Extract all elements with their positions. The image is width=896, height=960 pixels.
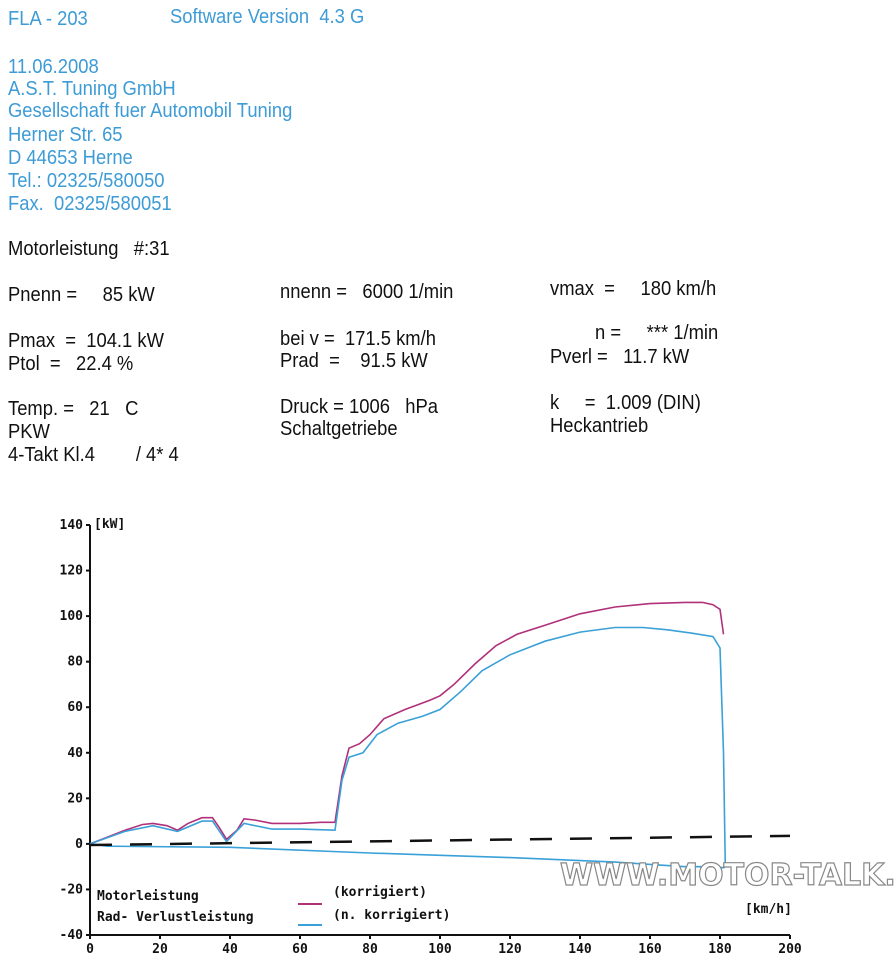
k-factor: k = 1.009 (DIN) — [550, 392, 701, 414]
y-tick-label: 140 — [60, 518, 84, 533]
series-korrigiert — [89, 601, 725, 845]
y-tick-label: 100 — [60, 609, 84, 624]
x-tick-label: 180 — [708, 942, 732, 957]
x-tick-label: 0 — [86, 942, 94, 957]
tel: Tel.: 02325/580050 — [8, 170, 165, 192]
n-value: n = *** 1/min — [595, 322, 719, 344]
x-tick-label: 200 — [778, 942, 802, 957]
temp: Temp. = 21 C — [8, 398, 139, 420]
watermark: WWW.MOTOR-TALK.de — [560, 858, 896, 893]
vmax: vmax = 180 km/h — [550, 278, 717, 300]
bei-v: bei v = 171.5 km/h — [280, 328, 436, 350]
street: Herner Str. 65 — [8, 124, 123, 146]
y-tick-label: 80 — [67, 655, 83, 670]
device-id: FLA - 203 — [8, 8, 88, 30]
city: D 44653 Herne — [8, 147, 133, 169]
x-tick-label: 60 — [292, 942, 308, 957]
x-tick-label: 80 — [362, 942, 378, 957]
pnenn: Pnenn = 85 kW — [8, 284, 155, 306]
prad: Prad = 91.5 kW — [280, 350, 428, 372]
motor: 4-Takt Kl.4 / 4* 4 — [8, 444, 179, 466]
pverl: Pverl = 11.7 kW — [550, 346, 690, 368]
legend-motorleistung: Motorleistung — [97, 889, 199, 904]
y-tick-label: 120 — [60, 564, 84, 579]
x-axis-label: [km/h] — [745, 902, 792, 917]
legend-n-korrigiert: (n. korrigiert) — [333, 908, 450, 923]
antrieb: Heckantrieb — [550, 415, 649, 437]
x-tick-label: 140 — [568, 942, 592, 957]
y-tick-label: 40 — [67, 746, 83, 761]
x-tick-label: 20 — [152, 942, 168, 957]
report-title: Motorleistung #:31 — [8, 238, 170, 260]
pmax: Pmax = 104.1 kW — [8, 330, 164, 352]
date: 11.06.2008 — [8, 56, 99, 78]
x-tick-label: 40 — [222, 942, 238, 957]
x-tick-label: 160 — [638, 942, 662, 957]
fax: Fax. 02325/580051 — [8, 193, 172, 215]
ptol: Ptol = 22.4 % — [8, 353, 134, 375]
series-schlepp — [89, 834, 791, 847]
software-version: Software Version 4.3 G — [170, 6, 365, 28]
y-tick-label: 20 — [67, 791, 83, 806]
druck: Druck = 1006 hPa — [280, 396, 439, 418]
series-lines — [89, 601, 791, 869]
y-axis-label: [kW] — [94, 517, 125, 532]
x-tick-label: 120 — [498, 942, 522, 957]
company: A.S.T. Tuning GmbH — [8, 78, 176, 100]
y-tick-label: -20 — [60, 882, 84, 897]
legend-korrigiert: (korrigiert) — [333, 885, 427, 900]
y-tick-label: -40 — [60, 928, 84, 943]
company-full: Gesellschaft fuer Automobil Tuning — [8, 100, 293, 122]
y-tick-label: 60 — [67, 700, 83, 715]
legend-rad-verlust: Rad- Verlustleistung — [97, 910, 254, 925]
y-tick-label: 0 — [75, 837, 83, 852]
x-tick-label: 100 — [428, 942, 452, 957]
series-n_korrigiert — [89, 626, 727, 869]
nnenn: nnenn = 6000 1/min — [280, 281, 454, 303]
getriebe: Schaltgetriebe — [280, 418, 398, 440]
pkw: PKW — [8, 421, 50, 443]
